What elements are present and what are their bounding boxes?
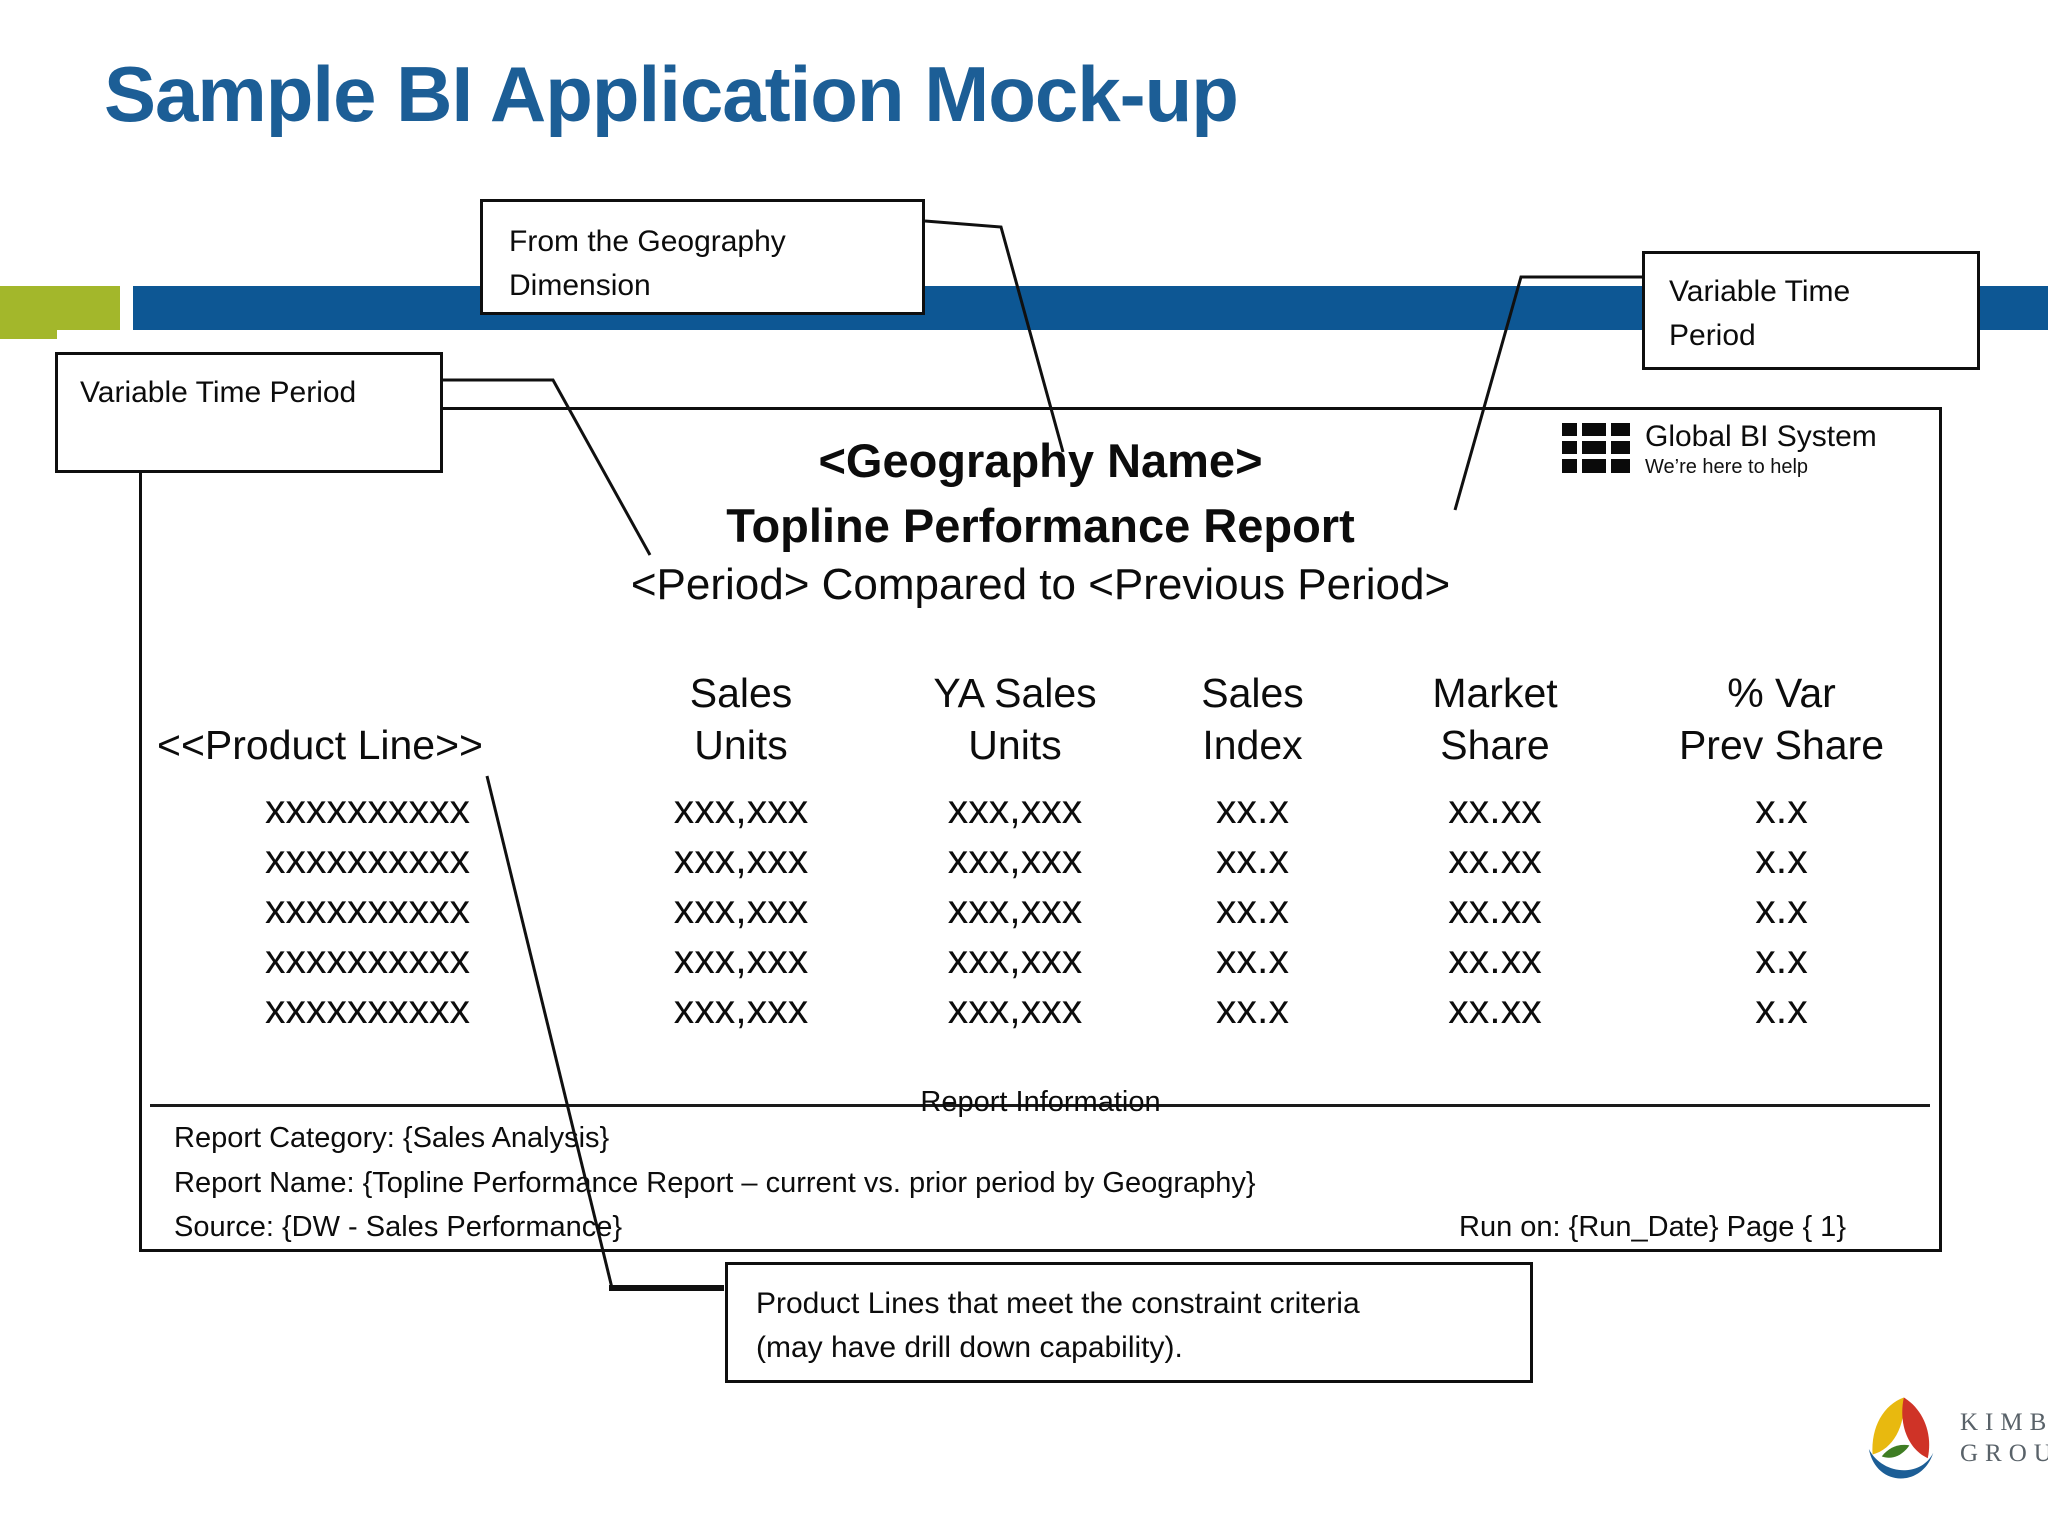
table-cell: xxx,xxx xyxy=(947,836,1083,882)
report-title-period: <Period> Compared to <Previous Period> xyxy=(630,560,1451,609)
callout-variable-time-period-right: Variable Time Period xyxy=(1642,251,1980,370)
callout-text-line: Product Lines that meet the constraint c… xyxy=(756,1287,1360,1320)
callout-variable-time-period-left: Variable Time Period xyxy=(55,352,443,473)
table-cell: xxxxxxxxxx xyxy=(265,786,470,832)
column-header: Sales xyxy=(689,670,793,716)
table-cell: xx.xx xyxy=(1448,936,1542,982)
table-cell: xxx,xxx xyxy=(673,886,809,932)
table-cell: xx.x xyxy=(1216,786,1289,832)
column-header: Index xyxy=(1202,722,1303,768)
table-cell: xxxxxxxxxx xyxy=(265,986,470,1032)
column-header: Units xyxy=(968,722,1062,768)
callout-text-line: Period xyxy=(1669,319,1756,352)
column-header: YA Sales xyxy=(933,670,1097,716)
table-cell: xx.xx xyxy=(1448,786,1542,832)
table-cell: xx.x xyxy=(1216,986,1289,1032)
table-cell: xx.xx xyxy=(1448,986,1542,1032)
table-cell: xx.x xyxy=(1216,836,1289,882)
report-mockup-box: Global BI System We’re here to help <Geo… xyxy=(139,407,1942,1252)
report-info-divider xyxy=(150,1104,1930,1107)
callout-product-lines: Product Lines that meet the constraint c… xyxy=(725,1262,1533,1383)
callout-text-line: From the Geography xyxy=(509,225,786,258)
callout-text-line: Variable Time xyxy=(1669,275,1851,308)
table-cell: xxx,xxx xyxy=(673,986,809,1032)
table-cell: x.x xyxy=(1755,936,1808,982)
kimball-leaf-icon xyxy=(1868,1397,1934,1479)
table-cell: xx.xx xyxy=(1448,836,1542,882)
column-header: Market xyxy=(1432,670,1558,716)
table-cell: xxxxxxxxxx xyxy=(265,836,470,882)
report-title-main: Topline Performance Report xyxy=(726,499,1355,552)
column-header: % Var xyxy=(1727,670,1836,716)
table-cell: x.x xyxy=(1755,836,1808,882)
report-category-line: Report Category: {Sales Analysis} xyxy=(174,1122,610,1154)
table-cell: xx.xx xyxy=(1448,886,1542,932)
accent-green-tab xyxy=(0,330,57,339)
table-cell: x.x xyxy=(1755,886,1808,932)
column-header xyxy=(145,668,590,720)
table-cell: xxx,xxx xyxy=(947,936,1083,982)
callout-geography-dimension: From the Geography Dimension xyxy=(480,199,925,315)
table-cell: xx.x xyxy=(1216,886,1289,932)
table-cell: xxx,xxx xyxy=(673,936,809,982)
kimball-group-logo: KIMBALL GROUP xyxy=(1856,1392,2048,1484)
report-run-on-line: Run on: {Run_Date} Page { 1} xyxy=(1459,1211,1846,1243)
column-header: Prev Share xyxy=(1678,722,1885,768)
table-cell: xxx,xxx xyxy=(947,786,1083,832)
table-cell: xxx,xxx xyxy=(673,836,809,882)
column-header-product-line: <<Product Line>> xyxy=(157,722,483,768)
table-cell: xxx,xxx xyxy=(673,786,809,832)
table-cell: xxx,xxx xyxy=(947,886,1083,932)
slide-title: Sample BI Application Mock-up xyxy=(104,50,1239,138)
accent-green-block xyxy=(0,286,120,330)
report-source-line: Source: {DW - Sales Performance} xyxy=(174,1211,623,1243)
table-cell: x.x xyxy=(1755,786,1808,832)
callout-text-line: Variable Time Period xyxy=(80,376,357,409)
table-cell: xxx,xxx xyxy=(947,986,1083,1032)
report-table: Sales YA Sales Sales Market % Var <<Prod… xyxy=(145,668,1940,1034)
kimball-logo-line1: KIMBALL xyxy=(1960,1409,2048,1436)
table-cell: xxxxxxxxxx xyxy=(265,936,470,982)
table-cell: xxxxxxxxxx xyxy=(265,886,470,932)
column-header: Sales xyxy=(1201,670,1304,716)
callout-text-line: Dimension xyxy=(509,269,651,302)
global-bi-logo-name: Global BI System xyxy=(1645,420,1877,453)
kimball-logo-line2: GROUP xyxy=(1960,1440,2048,1467)
report-name-line: Report Name: {Topline Performance Report… xyxy=(174,1167,1256,1199)
report-info-section-title: Report Information xyxy=(920,1086,1161,1118)
callout-text-line: (may have drill down capability). xyxy=(756,1331,1183,1364)
column-header: Share xyxy=(1440,722,1550,768)
global-bi-logo-tagline: We’re here to help xyxy=(1645,456,1809,478)
column-header: Units xyxy=(694,722,788,768)
table-cell: x.x xyxy=(1755,986,1808,1032)
table-cell: xx.x xyxy=(1216,936,1289,982)
